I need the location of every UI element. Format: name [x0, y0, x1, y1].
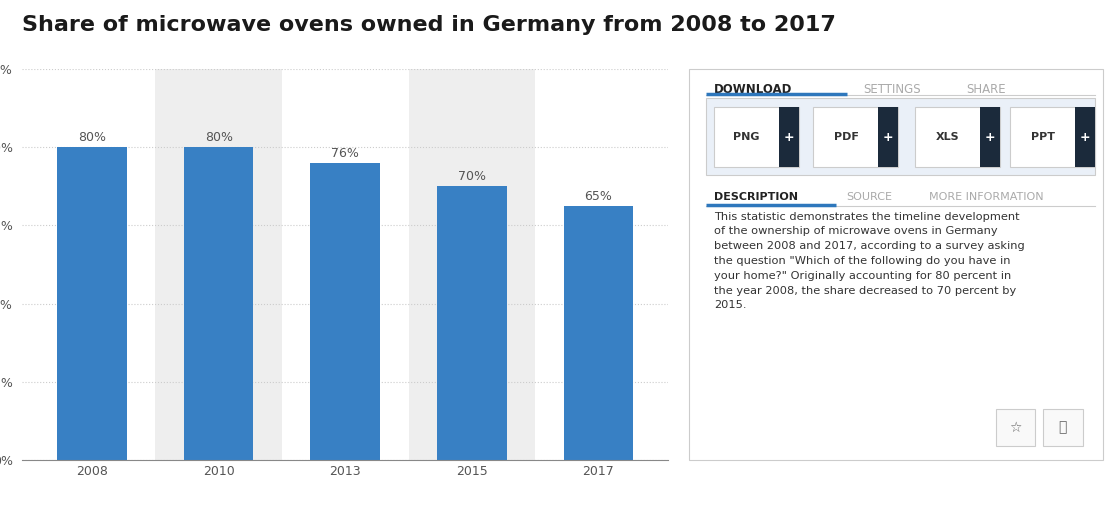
FancyBboxPatch shape [780, 107, 799, 168]
Text: SETTINGS: SETTINGS [864, 83, 921, 96]
Text: 65%: 65% [585, 190, 613, 203]
Text: +: + [784, 131, 794, 144]
Text: This statistic demonstrates the timeline development
of the ownership of microwa: This statistic demonstrates the timeline… [715, 212, 1025, 311]
FancyBboxPatch shape [915, 107, 1000, 168]
Text: MORE INFORMATION: MORE INFORMATION [930, 192, 1044, 202]
Bar [310, 163, 380, 460]
Text: SOURCE: SOURCE [847, 192, 893, 202]
FancyBboxPatch shape [813, 107, 898, 168]
FancyBboxPatch shape [1075, 107, 1095, 168]
Text: PNG: PNG [734, 132, 759, 142]
Text: PDF: PDF [833, 132, 858, 142]
Text: 80%: 80% [205, 131, 233, 144]
Bar [437, 187, 506, 460]
FancyBboxPatch shape [996, 409, 1035, 446]
Text: DOWNLOAD: DOWNLOAD [715, 83, 793, 96]
FancyBboxPatch shape [689, 69, 1103, 460]
Text: 76%: 76% [332, 147, 360, 159]
Text: PPT: PPT [1030, 132, 1055, 142]
Bar [156, 69, 282, 460]
Text: +: + [883, 131, 894, 144]
Bar [184, 147, 253, 460]
FancyBboxPatch shape [1043, 409, 1083, 446]
Text: SHARE: SHARE [967, 83, 1006, 96]
Text: XLS: XLS [935, 132, 959, 142]
FancyBboxPatch shape [715, 107, 799, 168]
Bar [57, 147, 127, 460]
Text: +: + [984, 131, 995, 144]
Bar [409, 69, 535, 460]
Bar [563, 206, 633, 460]
FancyBboxPatch shape [706, 98, 1095, 175]
Text: 80%: 80% [78, 131, 106, 144]
FancyBboxPatch shape [980, 107, 1000, 168]
Text: Share of microwave ovens owned in Germany from 2008 to 2017: Share of microwave ovens owned in German… [22, 15, 837, 35]
FancyBboxPatch shape [878, 107, 898, 168]
Text: ☆: ☆ [1009, 421, 1021, 435]
Text: +: + [1080, 131, 1090, 144]
Text: 🔔: 🔔 [1058, 421, 1067, 435]
FancyBboxPatch shape [1010, 107, 1095, 168]
Text: 70%: 70% [458, 170, 486, 183]
Text: DESCRIPTION: DESCRIPTION [715, 192, 799, 202]
